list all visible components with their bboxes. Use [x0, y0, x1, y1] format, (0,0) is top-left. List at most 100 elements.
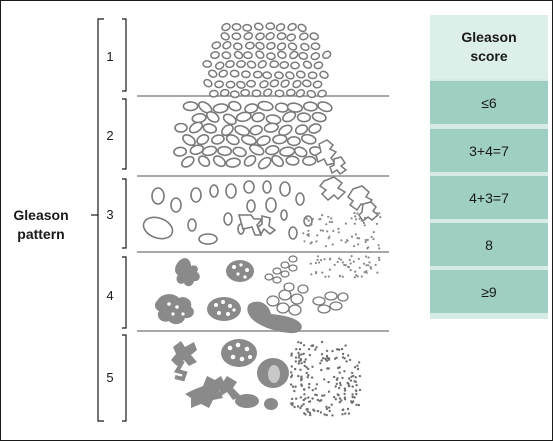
single-cell	[336, 393, 339, 396]
gland	[207, 69, 218, 78]
single-cell	[298, 354, 301, 357]
single-cell	[293, 405, 296, 409]
pattern-bracket	[91, 18, 104, 422]
cell	[353, 276, 356, 279]
cell	[314, 261, 317, 265]
gland	[251, 112, 266, 123]
single-cell	[355, 403, 358, 406]
cell	[375, 212, 379, 215]
gland	[189, 144, 205, 156]
single-cell	[307, 348, 311, 351]
cell	[337, 227, 340, 230]
cell	[316, 234, 319, 237]
single-cell	[297, 356, 301, 359]
gland	[265, 145, 280, 156]
single-cell	[299, 358, 303, 361]
single-cell	[333, 375, 336, 379]
gland	[285, 88, 296, 97]
single-cell	[294, 360, 297, 363]
gland	[269, 79, 280, 88]
gland	[310, 52, 321, 61]
gland	[287, 42, 298, 51]
cell	[318, 261, 321, 264]
gland	[317, 101, 333, 113]
cell	[326, 230, 329, 233]
single-cell	[306, 410, 310, 413]
single-cell	[302, 344, 306, 347]
single-cell	[304, 397, 307, 400]
cell	[341, 261, 344, 264]
gland	[188, 121, 203, 134]
gland	[298, 32, 309, 41]
single-cell	[351, 393, 354, 396]
pattern-1-glands	[202, 22, 332, 99]
single-cell	[303, 388, 306, 391]
gland	[244, 41, 255, 50]
single-cell	[339, 384, 342, 387]
single-cell	[334, 398, 337, 401]
single-cell	[290, 365, 293, 368]
single-cell	[337, 366, 340, 370]
cell	[349, 269, 352, 272]
single-cell	[328, 409, 331, 413]
cell	[350, 235, 354, 238]
single-cell	[302, 398, 305, 402]
cell	[378, 258, 381, 261]
gland	[251, 89, 262, 98]
single-cell	[290, 352, 293, 355]
cell	[367, 264, 370, 267]
gland	[295, 70, 306, 79]
single-cell	[305, 366, 308, 369]
single-cell	[299, 406, 302, 410]
gland	[244, 103, 259, 114]
score-row-1: ≤6	[430, 81, 548, 124]
cell	[368, 261, 371, 264]
gland	[203, 78, 213, 88]
cell	[362, 262, 366, 265]
cell	[328, 235, 331, 238]
cell	[343, 263, 346, 267]
cell	[358, 266, 361, 269]
single-cell	[307, 386, 311, 389]
single-cell	[334, 385, 337, 388]
single-cell	[331, 349, 334, 353]
pattern-3-cells	[302, 212, 382, 250]
cell	[360, 219, 363, 222]
single-cell	[352, 400, 355, 403]
single-cell	[341, 352, 345, 356]
single-cell	[302, 403, 305, 406]
cell	[378, 247, 381, 250]
gland	[280, 79, 290, 88]
cell	[367, 256, 370, 259]
gland	[279, 146, 296, 157]
single-cell	[309, 413, 312, 417]
gland	[211, 41, 222, 50]
single-cell	[305, 408, 308, 411]
gland	[289, 50, 299, 60]
single-cell	[336, 348, 339, 351]
gland	[293, 146, 308, 158]
single-cell	[314, 393, 317, 396]
single-cell	[343, 370, 346, 373]
cell	[339, 258, 343, 261]
cell	[327, 215, 330, 218]
gland	[286, 136, 301, 147]
cell	[328, 268, 331, 271]
gland	[227, 100, 242, 112]
gland	[271, 154, 285, 168]
gland	[202, 60, 213, 68]
gland	[312, 80, 323, 89]
gland	[255, 41, 265, 51]
single-cell	[308, 400, 312, 403]
single-cell	[299, 379, 303, 382]
gland	[285, 71, 295, 80]
single-cell	[338, 397, 342, 400]
single-cell	[308, 382, 311, 386]
single-cell	[355, 392, 358, 396]
cell	[302, 232, 305, 235]
single-cell	[343, 392, 346, 396]
gland	[212, 103, 229, 114]
gland	[220, 32, 230, 41]
cell	[325, 223, 328, 226]
